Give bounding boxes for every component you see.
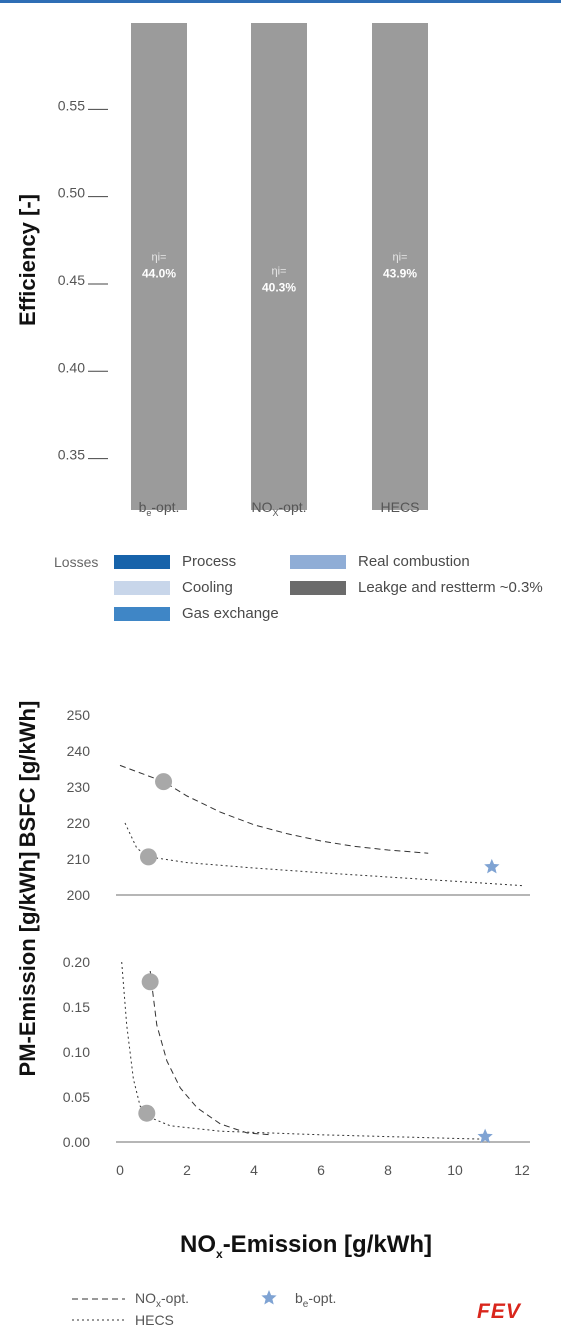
- operating-point-marker: [139, 848, 157, 866]
- pm-axis-title: PM-Emission [g/kWh]: [15, 851, 40, 1077]
- operating-point-marker: [138, 1104, 156, 1122]
- y-tick-label: 200: [67, 887, 91, 903]
- legend-star-icon: [261, 1290, 277, 1305]
- legend-swatch-leakage: [290, 580, 346, 595]
- y-tick-label: 210: [67, 851, 91, 867]
- x-tick-label: 10: [447, 1162, 463, 1178]
- legend-nox-opt-main: NO: [135, 1290, 156, 1306]
- operating-point-marker: [141, 973, 159, 991]
- legend-swatch-cooling: [114, 580, 170, 595]
- y-tick-label: 240: [67, 743, 91, 759]
- legend-label-gas-exchange: Gas exchange: [182, 605, 279, 622]
- x-tick-label: 12: [514, 1162, 530, 1178]
- x-tick-label: 2: [183, 1162, 191, 1178]
- nox-axis-title-tail: -Emission [g/kWh]: [222, 1231, 433, 1258]
- fev-logo: FEV: [477, 1300, 521, 1323]
- y-tick-label: 220: [67, 815, 91, 831]
- be-opt-star-marker: [477, 1128, 493, 1144]
- y-tick-label: 0.35: [58, 447, 85, 463]
- legend-label-cooling: Cooling: [182, 579, 233, 596]
- x-category-label: HECS: [381, 499, 420, 515]
- x-category-main: HECS: [381, 499, 420, 515]
- hecs-curve: [121, 961, 489, 1140]
- y-tick-label: 0.10: [63, 1044, 90, 1060]
- nox-opt-curve: [119, 764, 429, 854]
- y-tick-label: 250: [67, 707, 91, 723]
- nox-opt-curve: [149, 970, 271, 1136]
- bar-value-label: 44.0%: [142, 267, 176, 281]
- y-tick-label: 0.05: [63, 1089, 90, 1105]
- x-tick-label: 8: [384, 1162, 392, 1178]
- nox-axis-title-main: NO: [180, 1231, 216, 1258]
- legend-swatch-gas-exchange: [114, 606, 170, 621]
- y-tick-label: 0.40: [58, 359, 85, 375]
- legend-item-gas-exchange: Gas exchange: [114, 605, 279, 622]
- x-category-tail: -opt.: [151, 499, 179, 515]
- legend-label-leakage: Leakge and restterm ~0.3%: [358, 579, 543, 596]
- bar-indicated-prefix: ηi=: [393, 252, 408, 264]
- legend-be-opt-tail: -opt.: [308, 1290, 337, 1306]
- x-category-tail: -opt.: [279, 499, 307, 515]
- legend-label-hecs: HECS: [135, 1312, 174, 1328]
- x-category-sub: e: [146, 508, 151, 518]
- nox-axis-title-sub: x: [216, 1246, 223, 1261]
- legend-nox-opt-sub: x: [156, 1298, 161, 1310]
- bar-segment: [249, 21, 309, 512]
- legend-label-real-combustion: Real combustion: [358, 553, 470, 570]
- bar-value-label: 40.3%: [262, 281, 296, 295]
- x-category-main: b: [139, 499, 147, 515]
- legend-item-cooling: Cooling: [114, 579, 233, 596]
- y-tick-label: 230: [67, 779, 91, 795]
- x-category-main: NO: [251, 499, 272, 515]
- bar-value-label: 43.9%: [383, 267, 417, 281]
- x-tick-label: 6: [317, 1162, 325, 1178]
- legend-item-leakage: Leakge and restterm ~0.3%: [290, 579, 543, 596]
- x-tick-label: 4: [250, 1162, 258, 1178]
- legend-item-process: Process: [114, 553, 236, 570]
- legend-title: Losses: [54, 554, 99, 570]
- legend-be-opt-sub: e: [302, 1298, 309, 1310]
- legend-be-opt-main: b: [295, 1290, 303, 1306]
- operating-point-marker: [155, 773, 173, 791]
- legend-swatch-process: [114, 554, 170, 569]
- y-tick-label: 0.20: [63, 954, 90, 970]
- hecs-curve: [124, 822, 523, 887]
- bar-segment: [129, 21, 189, 512]
- y-tick-label: 0.50: [58, 185, 85, 201]
- efficiency-axis-title: Efficiency [-]: [15, 193, 40, 327]
- y-tick-label: 0.45: [58, 272, 85, 288]
- top-rule: [0, 0, 561, 3]
- legend-label-nox-opt: NOx-opt.: [135, 1290, 189, 1310]
- legend-label-process: Process: [182, 553, 237, 570]
- bar-segment: [370, 21, 430, 512]
- x-category-sub: X: [272, 508, 278, 518]
- be-opt-star-marker: [484, 858, 500, 874]
- x-category-label: NOX-opt.: [251, 499, 306, 518]
- x-tick-label: 0: [116, 1162, 124, 1178]
- nox-axis-title: NOx-Emission [g/kWh]: [180, 1231, 432, 1261]
- y-tick-label: 0.55: [58, 97, 85, 113]
- bar-indicated-prefix: ηi=: [152, 252, 167, 264]
- y-tick-label: 0.00: [63, 1134, 90, 1150]
- legend-item-real-combustion: Real combustion: [290, 553, 470, 570]
- legend-swatch-real-combustion: [290, 554, 346, 569]
- y-tick-label: 0.15: [63, 999, 90, 1015]
- legend-label-be-opt: be-opt.: [295, 1290, 336, 1310]
- x-category-label: be-opt.: [139, 499, 180, 518]
- legend-nox-opt-tail: -opt.: [161, 1290, 190, 1306]
- bar-indicated-prefix: ηi=: [272, 266, 287, 278]
